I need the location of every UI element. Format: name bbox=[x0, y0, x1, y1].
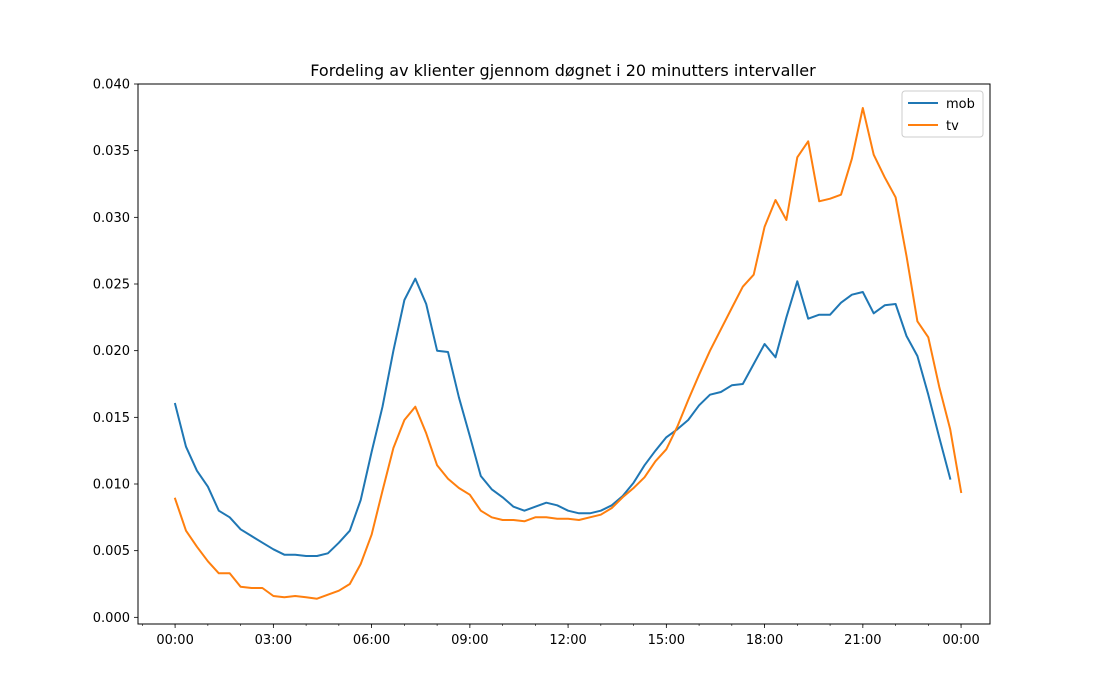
legend: mob tv bbox=[901, 90, 984, 138]
y-axis: 0.000 0.005 0.010 0.015 0.020 0.025 0.030 0.035… bbox=[93, 78, 138, 626]
y-tick-label: 0.040 bbox=[93, 78, 130, 93]
x-axis: 00:00 03:00 06:00 09:00 12:00 15:00 18:00 21:00… bbox=[142, 624, 980, 648]
y-tick-label: 0.035 bbox=[93, 144, 130, 159]
x-tick-label: 03:00 bbox=[255, 633, 292, 648]
axes-frame bbox=[137, 83, 991, 625]
x-tick-label: 06:00 bbox=[353, 633, 390, 648]
series-line-mob bbox=[173, 277, 952, 557]
series-line-tv bbox=[173, 107, 963, 600]
legend-label-mob: mob bbox=[946, 97, 975, 112]
x-tick-label: 18:00 bbox=[746, 633, 783, 648]
y-tick-label: 0.010 bbox=[93, 478, 130, 493]
x-tick-label: 00:00 bbox=[156, 633, 193, 648]
y-tick-label: 0.015 bbox=[93, 411, 130, 426]
y-tick-label: 0.030 bbox=[93, 211, 130, 226]
y-tick-label: 0.020 bbox=[93, 344, 130, 359]
x-tick-label: 09:00 bbox=[451, 633, 488, 648]
x-tick-label: 21:00 bbox=[844, 633, 881, 648]
plot-area: 00:00 03:00 06:00 09:00 12:00 15:00 18:00 21:00… bbox=[93, 78, 991, 648]
x-tick-label: 12:00 bbox=[549, 633, 586, 648]
legend-label-tv: tv bbox=[946, 119, 959, 134]
y-tick-label: 0.005 bbox=[93, 544, 130, 559]
y-tick-label: 0.000 bbox=[93, 611, 130, 626]
chart-title: Fordeling av klienter gjennom døgnet i 2… bbox=[310, 61, 816, 80]
x-tick-label: 00:00 bbox=[942, 633, 979, 648]
series-layer bbox=[173, 107, 963, 600]
x-tick-label: 15:00 bbox=[648, 633, 685, 648]
y-tick-label: 0.025 bbox=[93, 278, 130, 293]
